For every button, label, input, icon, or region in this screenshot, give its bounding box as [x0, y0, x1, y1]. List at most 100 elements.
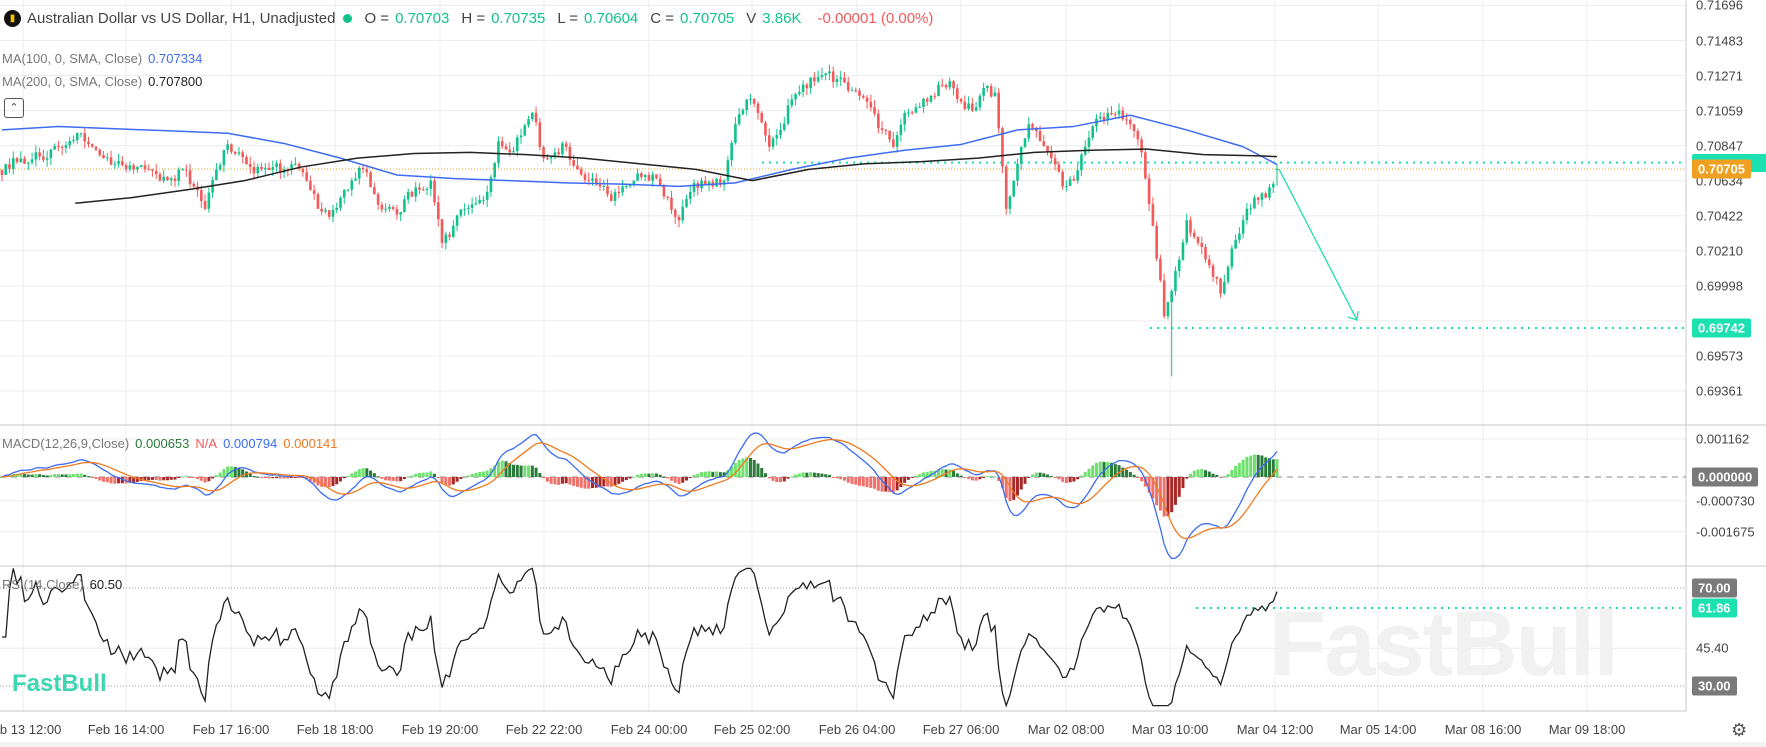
- candle-body: [643, 174, 647, 178]
- macd-histogram-bar: [572, 477, 576, 486]
- macd-histogram-bar: [335, 477, 339, 485]
- rsi-legend[interactable]: RSI(14,Close) 60.50: [2, 577, 122, 592]
- candle-body: [1166, 302, 1170, 317]
- candle-body: [974, 107, 978, 111]
- macd-histogram-bar: [49, 474, 53, 477]
- macd-histogram-bar: [128, 477, 132, 483]
- macd-histogram-bar: [669, 477, 673, 481]
- forecast-arrow-line: [1278, 168, 1358, 321]
- candle-body: [151, 169, 154, 171]
- candle-body: [124, 165, 128, 170]
- candle-body: [143, 165, 147, 170]
- macd-histogram-bar: [267, 477, 271, 479]
- macd-histogram-bar: [906, 477, 910, 480]
- macd-histogram-bar: [613, 477, 617, 486]
- macd-histogram-bar: [530, 465, 534, 477]
- candle-body: [681, 206, 685, 221]
- candle-body: [831, 71, 835, 82]
- candle-body: [1200, 242, 1204, 248]
- macd-histogram-bar: [474, 472, 478, 477]
- rsi-upper-tag: 70.00: [1692, 578, 1737, 598]
- candle-body: [1264, 193, 1268, 198]
- candle-body: [978, 95, 982, 108]
- macd-histogram-bar: [402, 477, 406, 480]
- low-label: L =: [557, 10, 579, 27]
- candle-body: [534, 112, 538, 123]
- macd-histogram-bar: [478, 472, 482, 477]
- high-value: 0.70735: [491, 10, 546, 27]
- macd-histogram-bar: [666, 477, 670, 479]
- macd-legend[interactable]: MACD(12,26,9,Close) 0.000653 N/A 0.00079…: [2, 436, 338, 451]
- macd-histogram-bar: [617, 477, 621, 484]
- candle-body: [139, 165, 143, 168]
- macd-histogram-bar: [90, 477, 94, 478]
- candle-body: [779, 129, 782, 136]
- macd-histogram-bar: [1252, 454, 1256, 477]
- macd-histogram-bar: [827, 474, 831, 477]
- time-axis-label: Feb 27 06:00: [922, 722, 1000, 737]
- candle-body: [794, 94, 797, 100]
- candle-body: [500, 141, 504, 147]
- macd-histogram-bar: [350, 473, 354, 477]
- candle-body: [158, 174, 162, 181]
- ma100-legend[interactable]: MA(100, 0, SMA, Close) 0.707334: [2, 51, 202, 66]
- candle-body: [23, 158, 26, 164]
- candle-body: [34, 152, 38, 160]
- macd-histogram-bar: [1106, 461, 1110, 477]
- market-status-dot-icon: [343, 14, 353, 23]
- candle-body: [877, 113, 880, 129]
- macd-histogram-bar: [688, 477, 692, 478]
- time-axis-label: Feb 16 14:00: [87, 722, 165, 737]
- candle-body: [188, 170, 192, 184]
- macd-histogram-bar: [963, 477, 967, 479]
- candle-body: [1268, 187, 1271, 198]
- candle-body: [1147, 178, 1151, 204]
- candle-body: [583, 174, 587, 180]
- macd-histogram-bar: [98, 477, 102, 481]
- candle-body: [1230, 248, 1234, 267]
- macd-histogram-bar: [34, 473, 38, 477]
- candle-body: [320, 208, 323, 212]
- candle-body: [1208, 259, 1211, 266]
- ma200-legend[interactable]: MA(200, 0, SMA, Close) 0.707800: [2, 74, 202, 89]
- candle-body: [561, 143, 564, 154]
- candle-body: [15, 158, 19, 162]
- candle-body: [1125, 119, 1128, 121]
- candle-body: [436, 202, 440, 220]
- macd-histogram-bar: [952, 470, 956, 477]
- candle-body: [132, 165, 135, 170]
- low-value: 0.70604: [584, 10, 639, 27]
- macd-histogram-bar: [1110, 462, 1114, 477]
- change-value: -0.00001 (0.00%): [817, 10, 934, 27]
- candle-body: [49, 149, 53, 159]
- candle-body: [527, 119, 530, 126]
- macd-histogram-bar: [94, 477, 98, 479]
- macd-histogram-bar: [538, 472, 542, 477]
- macd-histogram-bar: [327, 477, 331, 488]
- macd-histogram-bar: [587, 477, 591, 489]
- candle-body: [418, 187, 421, 190]
- macd-histogram-bar: [1061, 477, 1065, 482]
- macd-histogram-bar: [60, 474, 64, 477]
- candle-body: [647, 174, 651, 181]
- candle-body: [715, 179, 718, 187]
- macd-histogram-bar: [850, 477, 854, 484]
- candle-body: [1275, 169, 1279, 171]
- macd-histogram-bar: [1256, 454, 1260, 477]
- macd-tick-label: 0.001162: [1696, 431, 1750, 447]
- macd-histogram-bar: [895, 477, 899, 491]
- candle-body: [542, 147, 545, 159]
- macd-hist-value: 0.000653: [135, 436, 190, 451]
- candle-body: [741, 110, 745, 115]
- ma100-value: 0.707334: [148, 51, 203, 66]
- macd-histogram-bar: [109, 477, 113, 484]
- macd-histogram-bar: [83, 474, 87, 477]
- collapse-legend-button[interactable]: ⌃: [4, 98, 24, 118]
- candle-body: [1219, 278, 1222, 294]
- gear-icon[interactable]: ⚙: [1731, 720, 1748, 740]
- candle-body: [181, 169, 184, 171]
- macd-histogram-bar: [448, 477, 452, 486]
- candle-body: [1211, 265, 1215, 277]
- macd-histogram-bar: [132, 477, 136, 483]
